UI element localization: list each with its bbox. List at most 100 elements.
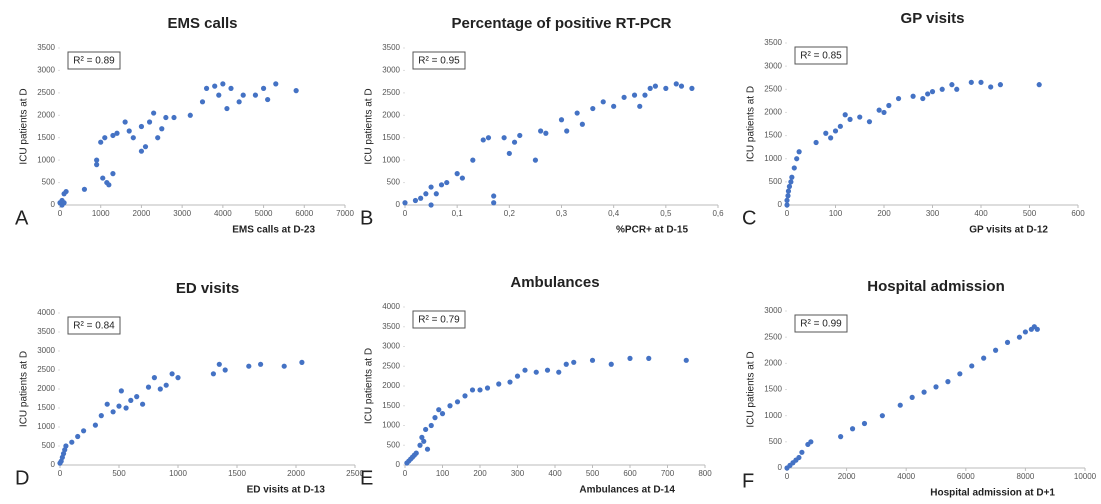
data-point — [236, 99, 242, 105]
y-tick-label: 2000 — [764, 108, 782, 117]
y-tick-label: 3500 — [37, 43, 55, 52]
y-tick-label: 3000 — [382, 342, 400, 351]
data-point — [796, 454, 802, 461]
data-point — [81, 186, 88, 192]
x-tick-label: 500 — [1023, 209, 1037, 218]
y-tick-label: 1500 — [37, 403, 55, 412]
chart-title: Ambulances — [510, 274, 599, 291]
data-point — [281, 363, 287, 369]
data-point — [61, 200, 67, 206]
x-tick-label: 2500 — [346, 469, 364, 478]
data-point — [462, 393, 468, 399]
data-point — [838, 434, 844, 440]
annotation-box — [412, 51, 466, 70]
data-point — [501, 135, 507, 141]
data-point — [299, 359, 305, 365]
data-point — [589, 357, 596, 363]
data-point — [925, 91, 931, 97]
data-point — [480, 137, 486, 143]
annotation-box — [67, 316, 121, 335]
data-point — [212, 83, 218, 89]
x-tick-label: 600 — [1071, 209, 1085, 218]
data-point — [563, 361, 569, 367]
annotation: R² = 0.85 — [800, 51, 842, 62]
y-tick-label: 1500 — [764, 131, 782, 140]
x-tick-label: 100 — [829, 209, 843, 218]
x-tick-label: 1500 — [228, 469, 246, 478]
x-tick-label: 0 — [785, 472, 790, 481]
data-point — [444, 179, 450, 186]
annotation-box — [794, 46, 848, 65]
data-point — [485, 135, 492, 141]
y-tick-label: 2500 — [764, 332, 782, 341]
data-point — [163, 114, 169, 121]
data-point — [126, 128, 132, 134]
y-tick-label: 3000 — [37, 346, 55, 355]
data-point — [447, 403, 453, 409]
data-point — [861, 420, 868, 427]
data-point — [240, 92, 246, 98]
y-tick-label: 3500 — [382, 43, 400, 52]
data-point — [506, 150, 512, 157]
x-tick-label: 4000 — [897, 472, 915, 481]
data-point — [246, 363, 252, 369]
data-point — [608, 361, 614, 367]
data-point — [145, 384, 152, 390]
data-point — [631, 92, 638, 98]
data-point — [228, 85, 234, 91]
data-point — [842, 112, 848, 118]
x-tick-label: 0,4 — [608, 209, 620, 218]
data-point — [412, 197, 419, 204]
x-tick-label: 2000 — [838, 472, 856, 481]
data-point — [1016, 334, 1023, 340]
data-point — [652, 83, 659, 89]
data-point — [538, 128, 544, 134]
data-point — [886, 102, 892, 109]
data-point — [683, 357, 689, 363]
x-tick-label: 6000 — [295, 209, 313, 218]
data-point — [169, 371, 175, 377]
data-point — [993, 347, 999, 353]
data-point — [823, 130, 829, 136]
data-point — [881, 109, 887, 116]
data-point — [556, 369, 562, 375]
data-point — [909, 394, 915, 400]
x-tick-label: 6000 — [957, 472, 975, 481]
data-point — [969, 363, 975, 369]
y-tick-label: 2000 — [382, 381, 400, 390]
data-point — [637, 103, 643, 109]
data-point — [459, 175, 465, 181]
data-point — [421, 438, 427, 444]
y-axis-label: ICU patients at D — [364, 348, 375, 424]
x-axis-label: GP visits at D-12 — [969, 225, 1048, 236]
data-point — [491, 193, 497, 199]
data-point — [647, 85, 653, 91]
data-point — [847, 116, 853, 122]
data-point — [920, 95, 926, 102]
panel-letter: E — [360, 467, 373, 489]
data-point — [122, 119, 128, 125]
data-point — [123, 405, 129, 411]
y-tick-label: 500 — [42, 178, 56, 187]
data-point — [895, 95, 902, 102]
data-point — [945, 379, 951, 385]
data-point — [828, 135, 834, 141]
data-point — [130, 135, 136, 141]
annotation-box — [412, 310, 466, 329]
data-point — [128, 397, 134, 403]
data-point — [921, 389, 927, 395]
data-point — [511, 139, 518, 145]
chart-panel: Percentage of positive RT-PCR 0 500 1000 150… — [360, 15, 724, 236]
data-point — [785, 193, 791, 199]
y-tick-label: 1500 — [37, 133, 55, 142]
x-tick-label: 600 — [623, 469, 637, 478]
data-point — [252, 92, 259, 98]
data-point — [81, 428, 87, 434]
y-tick-label: 2000 — [37, 110, 55, 119]
x-tick-label: 0 — [785, 209, 790, 218]
x-tick-label: 3000 — [173, 209, 191, 218]
data-point — [163, 382, 169, 388]
data-point — [1036, 82, 1042, 88]
data-point — [574, 110, 580, 116]
x-axis-label: Ambulances at D-14 — [579, 485, 675, 496]
